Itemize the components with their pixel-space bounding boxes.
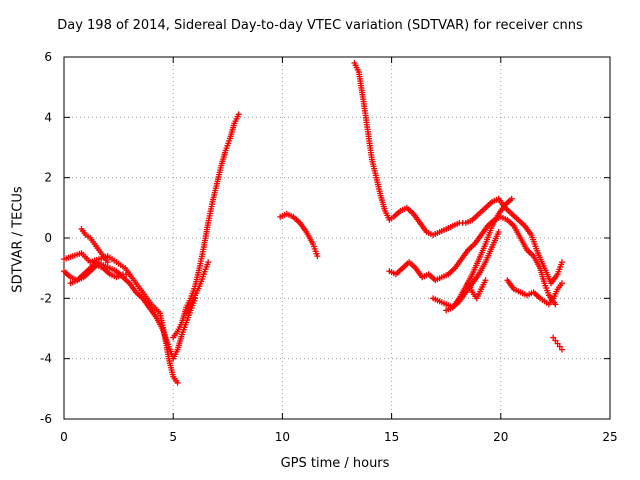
y-tick-label: -4 bbox=[40, 352, 52, 366]
data-point-arc-b bbox=[174, 379, 181, 386]
x-tick-label: 15 bbox=[384, 430, 399, 444]
data-point-arc-i bbox=[552, 301, 559, 308]
data-point-arc-m bbox=[558, 280, 565, 287]
data-point-arc-n bbox=[550, 334, 557, 341]
y-tick-label: -6 bbox=[40, 412, 52, 426]
data-point-arc-h bbox=[558, 259, 565, 266]
data-point-arc-j bbox=[508, 195, 515, 202]
y-tick-label: 0 bbox=[44, 231, 52, 245]
data-point-arc-n bbox=[558, 346, 565, 353]
y-tick-label: 2 bbox=[44, 171, 52, 185]
x-tick-label: 20 bbox=[493, 430, 508, 444]
data-point-arc-e bbox=[235, 111, 242, 118]
data-point-arc-k bbox=[495, 228, 502, 235]
data-point-arc-n bbox=[556, 343, 563, 350]
y-tick-label: 4 bbox=[44, 110, 52, 124]
x-tick-label: 10 bbox=[275, 430, 290, 444]
x-tick-label: 0 bbox=[60, 430, 68, 444]
data-point-arc-l bbox=[482, 277, 489, 284]
x-axis-label: GPS time / hours bbox=[280, 456, 390, 471]
data-point-arc-n bbox=[554, 340, 561, 347]
y-axis-label: SDTVAR / TECUs bbox=[10, 186, 26, 293]
data-point-arc-g bbox=[314, 253, 321, 260]
y-tick-labels: -6 -4 -2 0 2 4 6 bbox=[40, 50, 52, 426]
y-tick-label: -2 bbox=[40, 291, 52, 305]
axis-ticks bbox=[63, 56, 611, 420]
grid-lines bbox=[64, 57, 610, 419]
x-tick-label: 5 bbox=[169, 430, 177, 444]
chart-title: Day 198 of 2014, Sidereal Day-to-day VTE… bbox=[57, 18, 583, 33]
x-tick-labels: 0 5 10 15 20 25 bbox=[60, 430, 617, 444]
data-points bbox=[61, 60, 565, 386]
y-tick-label: 6 bbox=[44, 50, 52, 64]
data-point-arc-n bbox=[552, 337, 559, 344]
x-tick-label: 25 bbox=[602, 430, 617, 444]
data-point-arc-d bbox=[126, 271, 133, 278]
data-point-arc-c bbox=[104, 259, 111, 266]
data-point-arc-f bbox=[205, 259, 212, 266]
